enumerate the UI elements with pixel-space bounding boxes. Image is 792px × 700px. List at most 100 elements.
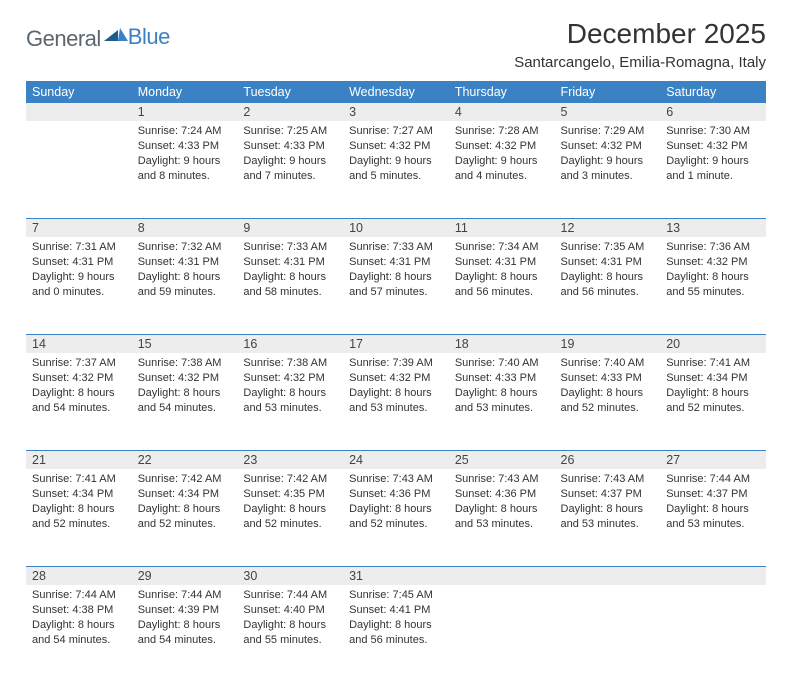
day1-text: Daylight: 9 hours <box>349 154 443 169</box>
sunrise-text: Sunrise: 7:42 AM <box>138 472 232 487</box>
day-cell: Sunrise: 7:41 AMSunset: 4:34 PMDaylight:… <box>26 469 132 567</box>
sunrise-text: Sunrise: 7:39 AM <box>349 356 443 371</box>
sunset-text: Sunset: 4:32 PM <box>455 139 549 154</box>
day2-text: and 54 minutes. <box>32 401 126 416</box>
sunset-text: Sunset: 4:32 PM <box>561 139 655 154</box>
day2-text: and 55 minutes. <box>243 633 337 648</box>
day-cell: Sunrise: 7:33 AMSunset: 4:31 PMDaylight:… <box>237 237 343 335</box>
sunrise-text: Sunrise: 7:40 AM <box>561 356 655 371</box>
sunrise-text: Sunrise: 7:28 AM <box>455 124 549 139</box>
day-number: 22 <box>132 451 238 470</box>
day2-text: and 52 minutes. <box>349 517 443 532</box>
sunrise-text: Sunrise: 7:25 AM <box>243 124 337 139</box>
sunrise-text: Sunrise: 7:33 AM <box>349 240 443 255</box>
day1-text: Daylight: 8 hours <box>243 270 337 285</box>
sunrise-text: Sunrise: 7:44 AM <box>138 588 232 603</box>
day-cell: Sunrise: 7:44 AMSunset: 4:39 PMDaylight:… <box>132 585 238 682</box>
sunset-text: Sunset: 4:32 PM <box>138 371 232 386</box>
day2-text: and 7 minutes. <box>243 169 337 184</box>
day-number: 1 <box>132 103 238 121</box>
day1-text: Daylight: 8 hours <box>32 502 126 517</box>
daynum-row: 14151617181920 <box>26 335 766 354</box>
day2-text: and 52 minutes. <box>561 401 655 416</box>
logo-word-2: Blue <box>128 24 170 50</box>
day-number: 3 <box>343 103 449 121</box>
sunset-text: Sunset: 4:38 PM <box>32 603 126 618</box>
day2-text: and 52 minutes. <box>32 517 126 532</box>
day1-text: Daylight: 8 hours <box>349 270 443 285</box>
month-title: December 2025 <box>514 18 766 50</box>
title-block: December 2025 Santarcangelo, Emilia-Roma… <box>514 18 766 79</box>
day2-text: and 53 minutes. <box>666 517 760 532</box>
day-number: 9 <box>237 219 343 238</box>
day1-text: Daylight: 8 hours <box>138 386 232 401</box>
day1-text: Daylight: 8 hours <box>561 502 655 517</box>
day-cell: Sunrise: 7:24 AMSunset: 4:33 PMDaylight:… <box>132 121 238 219</box>
day-content-row: Sunrise: 7:24 AMSunset: 4:33 PMDaylight:… <box>26 121 766 219</box>
day2-text: and 8 minutes. <box>138 169 232 184</box>
sunset-text: Sunset: 4:31 PM <box>455 255 549 270</box>
day2-text: and 1 minute. <box>666 169 760 184</box>
sunset-text: Sunset: 4:33 PM <box>138 139 232 154</box>
day-number: 18 <box>449 335 555 354</box>
day-cell: Sunrise: 7:44 AMSunset: 4:37 PMDaylight:… <box>660 469 766 567</box>
logo-word-1: General <box>26 26 101 52</box>
day-cell: Sunrise: 7:29 AMSunset: 4:32 PMDaylight:… <box>555 121 661 219</box>
sunset-text: Sunset: 4:34 PM <box>138 487 232 502</box>
day-content-row: Sunrise: 7:31 AMSunset: 4:31 PMDaylight:… <box>26 237 766 335</box>
sunrise-text: Sunrise: 7:32 AM <box>138 240 232 255</box>
day2-text: and 58 minutes. <box>243 285 337 300</box>
day-number: 19 <box>555 335 661 354</box>
day2-text: and 57 minutes. <box>349 285 443 300</box>
day1-text: Daylight: 9 hours <box>32 270 126 285</box>
day-number: 2 <box>237 103 343 121</box>
day2-text: and 53 minutes. <box>455 401 549 416</box>
sunrise-text: Sunrise: 7:44 AM <box>32 588 126 603</box>
sunset-text: Sunset: 4:36 PM <box>455 487 549 502</box>
weekday-header: Monday <box>132 81 238 103</box>
weekday-header: Sunday <box>26 81 132 103</box>
sunset-text: Sunset: 4:33 PM <box>561 371 655 386</box>
sunrise-text: Sunrise: 7:45 AM <box>349 588 443 603</box>
sunset-text: Sunset: 4:32 PM <box>349 371 443 386</box>
day-cell: Sunrise: 7:38 AMSunset: 4:32 PMDaylight:… <box>237 353 343 451</box>
weekday-header: Thursday <box>449 81 555 103</box>
day1-text: Daylight: 8 hours <box>561 270 655 285</box>
sunset-text: Sunset: 4:35 PM <box>243 487 337 502</box>
daynum-row: 123456 <box>26 103 766 121</box>
day-number: 8 <box>132 219 238 238</box>
day-content-row: Sunrise: 7:44 AMSunset: 4:38 PMDaylight:… <box>26 585 766 682</box>
day-number: 31 <box>343 567 449 586</box>
sunrise-text: Sunrise: 7:30 AM <box>666 124 760 139</box>
day-cell: Sunrise: 7:37 AMSunset: 4:32 PMDaylight:… <box>26 353 132 451</box>
day1-text: Daylight: 8 hours <box>455 270 549 285</box>
day1-text: Daylight: 8 hours <box>32 386 126 401</box>
sunrise-text: Sunrise: 7:44 AM <box>243 588 337 603</box>
sunset-text: Sunset: 4:31 PM <box>138 255 232 270</box>
day-content-row: Sunrise: 7:41 AMSunset: 4:34 PMDaylight:… <box>26 469 766 567</box>
day-number: 27 <box>660 451 766 470</box>
day1-text: Daylight: 9 hours <box>243 154 337 169</box>
day1-text: Daylight: 9 hours <box>561 154 655 169</box>
sunset-text: Sunset: 4:32 PM <box>32 371 126 386</box>
sunrise-text: Sunrise: 7:33 AM <box>243 240 337 255</box>
day-number: 14 <box>26 335 132 354</box>
day-cell <box>660 585 766 682</box>
day-number: 29 <box>132 567 238 586</box>
weekday-header: Wednesday <box>343 81 449 103</box>
day-cell: Sunrise: 7:43 AMSunset: 4:36 PMDaylight:… <box>343 469 449 567</box>
daynum-row: 28293031 <box>26 567 766 586</box>
day-cell: Sunrise: 7:32 AMSunset: 4:31 PMDaylight:… <box>132 237 238 335</box>
day2-text: and 52 minutes. <box>666 401 760 416</box>
day1-text: Daylight: 8 hours <box>138 618 232 633</box>
day-number <box>449 567 555 586</box>
day2-text: and 54 minutes. <box>32 633 126 648</box>
day1-text: Daylight: 9 hours <box>455 154 549 169</box>
day-cell: Sunrise: 7:34 AMSunset: 4:31 PMDaylight:… <box>449 237 555 335</box>
day1-text: Daylight: 8 hours <box>455 386 549 401</box>
day1-text: Daylight: 8 hours <box>666 386 760 401</box>
sunrise-text: Sunrise: 7:29 AM <box>561 124 655 139</box>
day-number: 11 <box>449 219 555 238</box>
sunset-text: Sunset: 4:34 PM <box>666 371 760 386</box>
day2-text: and 5 minutes. <box>349 169 443 184</box>
